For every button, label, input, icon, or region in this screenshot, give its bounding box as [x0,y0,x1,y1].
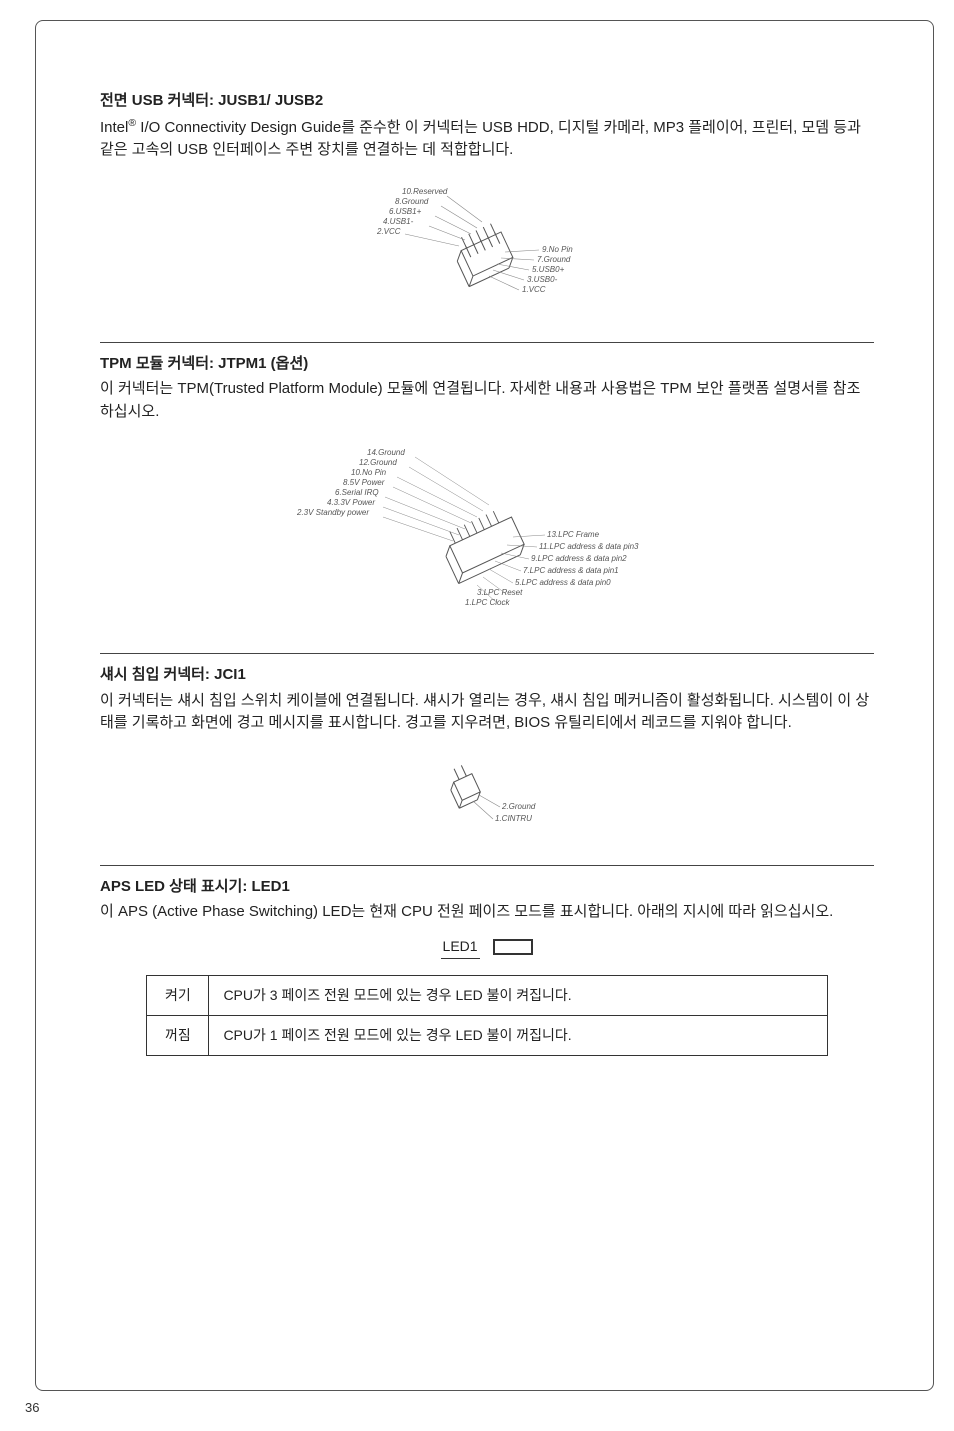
tpm-diagram: 14.Ground 12.Ground 10.No Pin 8.5V Power… [100,435,874,631]
tpm-pin-r4: 5.LPC address & data pin0 [515,578,611,587]
divider-2 [100,653,874,654]
usb-section: 전면 USB 커넥터: JUSB1/ JUSB2 Intel® I/O Conn… [100,90,874,320]
page-content: 전면 USB 커넥터: JUSB1/ JUSB2 Intel® I/O Conn… [60,40,904,1066]
tpm-title: TPM 모듈 커넥터: JTPM1 (옵션) [100,353,874,376]
tpm-pin-l6: 2.3V Standby power [296,508,369,517]
table-row: 꺼짐 CPU가 1 페이즈 전원 모드에 있는 경우 LED 불이 꺼집니다. [147,1015,827,1055]
led-row0-c1: 켜기 [147,975,209,1015]
tpm-pin-l1: 12.Ground [359,458,397,467]
usb-body-prefix: Intel [100,119,128,136]
usb-pin-l3: 4.USB1- [383,217,414,226]
led-row1-c1: 꺼짐 [147,1015,209,1055]
tpm-section: TPM 모듈 커넥터: JTPM1 (옵션) 이 커넥터는 TPM(Truste… [100,353,874,632]
led-row1-c2: CPU가 1 페이즈 전원 모드에 있는 경우 LED 불이 꺼집니다. [209,1015,827,1055]
usb-body-rest: I/O Connectivity Design Guide를 준수한 이 커넥터… [100,119,861,159]
tpm-pin-r3: 7.LPC address & data pin1 [523,566,619,575]
jci-section: 섀시 침입 커넥터: JCI1 이 커넥터는 섀시 침입 스위치 케이블에 연결… [100,664,874,843]
divider-3 [100,865,874,866]
aps-section: APS LED 상태 표시기: LED1 이 APS (Active Phase… [100,876,874,1056]
usb-pin-l1: 8.Ground [395,197,429,206]
page-number: 36 [25,1398,39,1418]
usb-pin-r0: 9.No Pin [542,245,573,254]
usb-diagram: 10.Reserved 8.Ground 6.USB1+ 4.USB1- 2.V… [100,174,874,320]
jci-pin-1: 1.CINTRU [495,814,532,823]
aps-body: 이 APS (Active Phase Switching) LED는 현재 C… [100,901,874,924]
led-row0-c2: CPU가 3 페이즈 전원 모드에 있는 경우 LED 불이 켜집니다. [209,975,827,1015]
tpm-pin-r0: 13.LPC Frame [547,530,600,539]
tpm-pin-l2: 10.No Pin [351,468,387,477]
tpm-pin-l5: 4.3.3V Power [327,498,375,507]
jci-pin-0: 2.Ground [501,802,536,811]
tpm-pin-r2: 9.LPC address & data pin2 [531,554,627,563]
jci-title: 섀시 침입 커넥터: JCI1 [100,664,874,687]
tpm-pin-l4: 6.Serial IRQ [335,488,379,497]
usb-pin-r1: 7.Ground [537,255,571,264]
divider-1 [100,342,874,343]
aps-title: APS LED 상태 표시기: LED1 [100,876,874,899]
usb-pin-l0: 10.Reserved [402,187,448,196]
table-row: 켜기 CPU가 3 페이즈 전원 모드에 있는 경우 LED 불이 켜집니다. [147,975,827,1015]
usb-pin-r4: 1.VCC [522,285,546,294]
led-indicator-row: LED1 [100,936,874,959]
jci-diagram: 2.Ground 1.CINTRU [100,747,874,843]
led-table: 켜기 CPU가 3 페이즈 전원 모드에 있는 경우 LED 불이 켜집니다. … [146,975,827,1056]
tpm-pin-r6: 1.LPC Clock [465,598,510,607]
usb-body: Intel® I/O Connectivity Design Guide를 준수… [100,116,874,162]
usb-pin-l4: 2.VCC [376,227,401,236]
tpm-pin-l3: 8.5V Power [343,478,385,487]
tpm-body: 이 커넥터는 TPM(Trusted Platform Module) 모듈에 … [100,378,874,423]
tpm-pin-l0: 14.Ground [367,448,405,457]
usb-pin-r3: 3.USB0- [527,275,558,284]
usb-pin-l2: 6.USB1+ [389,207,422,216]
usb-pin-r2: 5.USB0+ [532,265,565,274]
usb-title: 전면 USB 커넥터: JUSB1/ JUSB2 [100,90,874,113]
tpm-pin-r1: 11.LPC address & data pin3 [539,542,639,551]
usb-body-sup: ® [128,117,136,129]
jci-body: 이 커넥터는 섀시 침입 스위치 케이블에 연결됩니다. 섀시가 열리는 경우,… [100,690,874,735]
led-box-icon [493,939,533,955]
led-label: LED1 [441,936,480,959]
